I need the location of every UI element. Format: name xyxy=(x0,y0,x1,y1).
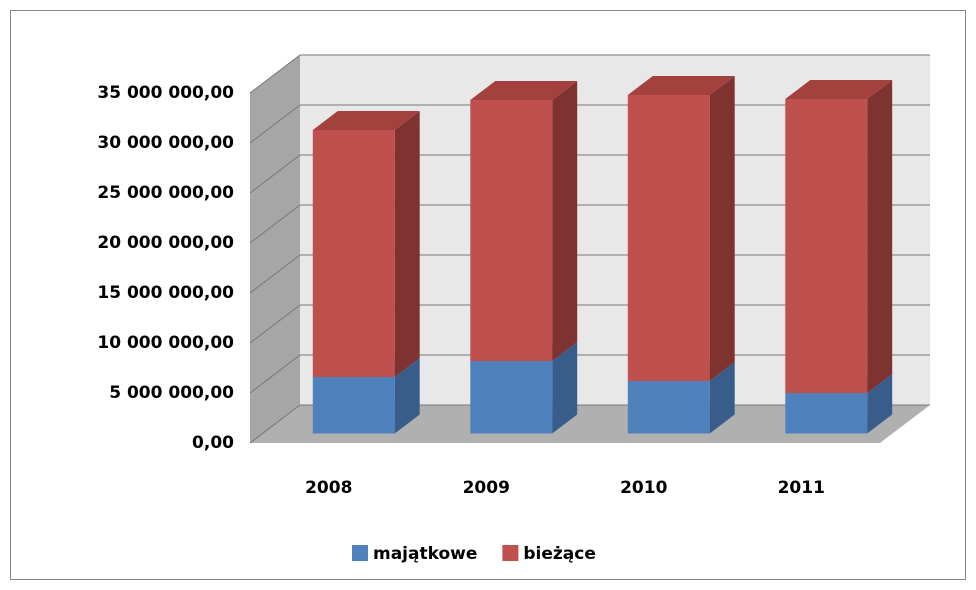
bar-top xyxy=(470,81,578,100)
legend-swatch xyxy=(502,545,519,561)
bar-side xyxy=(867,374,893,434)
bar-side xyxy=(867,80,893,393)
bar xyxy=(312,377,395,434)
x-tick-label: 2008 xyxy=(305,478,352,498)
bar xyxy=(312,130,395,377)
grid-line xyxy=(249,354,301,394)
back-wall xyxy=(300,55,930,405)
bar-side xyxy=(394,358,420,434)
bar-side xyxy=(552,81,578,361)
bar xyxy=(470,100,553,361)
grid-line xyxy=(249,104,301,144)
legend-label: bieżące xyxy=(523,544,596,564)
grid-line xyxy=(249,54,301,94)
x-tick-label: 2010 xyxy=(620,478,667,498)
bar-side xyxy=(709,76,735,381)
bar xyxy=(627,381,710,434)
bar xyxy=(785,393,868,434)
y-tick-label: 25 000 000,00 xyxy=(97,183,234,203)
grid-line xyxy=(249,154,301,194)
y-tick-label: 20 000 000,00 xyxy=(97,233,234,253)
bar xyxy=(785,99,868,393)
bar xyxy=(470,361,553,434)
x-tick-label: 2009 xyxy=(463,478,510,498)
y-tick-label: 15 000 000,00 xyxy=(97,283,234,303)
bar-top xyxy=(312,111,420,130)
left-wall xyxy=(250,55,300,443)
grid-line xyxy=(249,254,301,294)
legend-label: majątkowe xyxy=(373,544,477,564)
grid-line xyxy=(249,304,301,344)
grid-line xyxy=(249,404,301,444)
bar-side xyxy=(552,342,578,434)
bar-side xyxy=(394,111,420,377)
bar-top xyxy=(785,80,893,99)
y-tick-label: 35 000 000,00 xyxy=(97,83,234,103)
x-tick-label: 2011 xyxy=(778,478,825,498)
legend-swatch xyxy=(352,545,368,561)
y-tick-label: 5 000 000,00 xyxy=(109,383,234,403)
bar xyxy=(627,95,710,381)
floor xyxy=(250,405,930,443)
bar-top xyxy=(627,76,735,95)
bar-side xyxy=(709,362,735,434)
y-tick-label: 10 000 000,00 xyxy=(97,333,234,353)
y-tick-label: 30 000 000,00 xyxy=(97,133,234,153)
y-tick-label: 0,00 xyxy=(192,433,234,453)
grid-line xyxy=(249,204,301,244)
